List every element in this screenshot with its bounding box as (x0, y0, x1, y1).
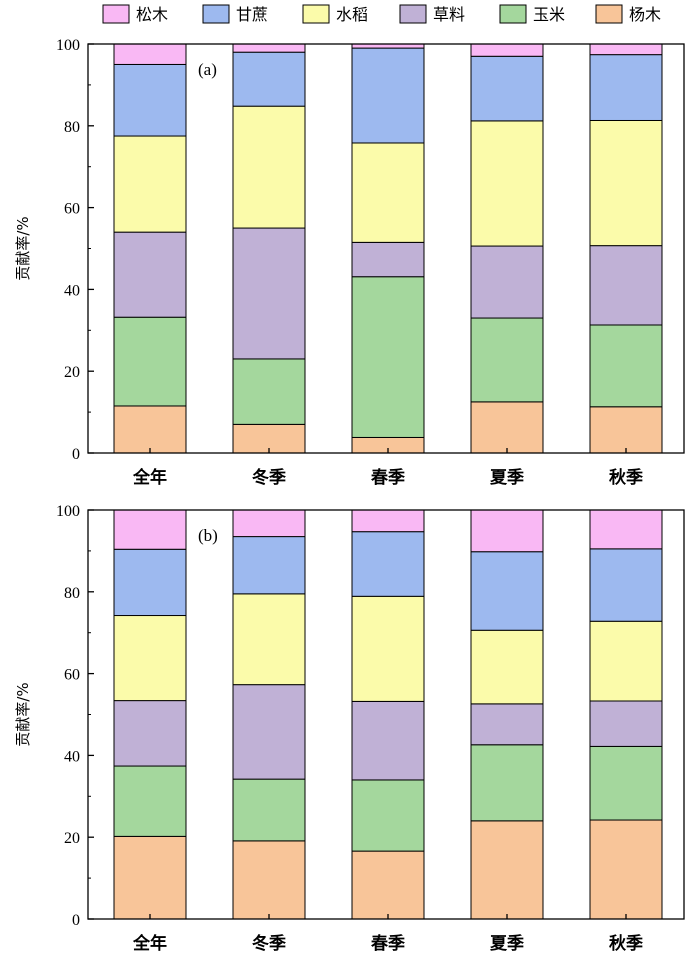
bar-segment (113, 43, 187, 65)
bar-segment (351, 241, 425, 278)
bar-segment (351, 850, 425, 920)
y-tick-label: 40 (64, 282, 80, 299)
legend-label: 松木 (136, 5, 168, 24)
legend-swatch (499, 4, 527, 24)
bar-segment (113, 615, 187, 702)
bar-segment (232, 536, 306, 595)
bar-segment (589, 700, 663, 747)
bar-segment (232, 778, 306, 842)
bar-segment (351, 700, 425, 781)
bar-segment (470, 744, 544, 822)
y-tick-label: 80 (64, 585, 80, 602)
bar-segment (232, 43, 306, 53)
bar-segment (589, 406, 663, 454)
bar-segment (470, 820, 544, 920)
bar-segment (113, 548, 187, 617)
legend-swatch (102, 4, 130, 24)
y-axis-label: 贡献率/% (14, 216, 32, 280)
x-category-label: 秋季 (609, 933, 643, 953)
bar-segment (351, 276, 425, 438)
bar-segment (232, 358, 306, 425)
legend-label: 玉米 (533, 5, 565, 24)
y-tick-label: 100 (56, 37, 80, 54)
bar-segment (232, 509, 306, 538)
bar-segment (113, 700, 187, 767)
bar-segment (470, 629, 544, 705)
bar-segment (589, 245, 663, 326)
bar-segment (470, 401, 544, 454)
bar-segment (470, 245, 544, 319)
bar-segment (589, 745, 663, 821)
x-category-label: 全年 (132, 467, 167, 488)
bar-segment (232, 840, 306, 920)
x-category-label: 冬季 (252, 933, 286, 953)
x-category-label: 秋季 (609, 467, 643, 488)
bar-segment (232, 51, 306, 107)
y-tick-label: 40 (64, 748, 80, 765)
bar-segment (589, 548, 663, 622)
legend-swatch (595, 4, 623, 24)
bar-segment (232, 684, 306, 780)
legend-label: 甘蔗 (236, 5, 268, 24)
bar-segment (113, 765, 187, 837)
x-category-label: 春季 (371, 933, 405, 953)
bar-segment (351, 779, 425, 852)
y-tick-label: 0 (72, 446, 80, 463)
y-tick-label: 100 (56, 503, 80, 520)
y-tick-label: 20 (64, 830, 80, 847)
bar-segment (351, 142, 425, 243)
x-category-label: 夏季 (490, 467, 524, 488)
bar-segment (113, 509, 187, 550)
x-category-label: 全年 (132, 933, 167, 953)
bar-segment (470, 551, 544, 631)
bar-segment (470, 317, 544, 403)
bar-segment (589, 819, 663, 920)
bar-segment (113, 835, 187, 920)
y-tick-label: 60 (64, 201, 80, 218)
legend-label: 杨木 (629, 5, 661, 24)
bar-segment (351, 47, 425, 144)
bar-segment (589, 324, 663, 408)
bar-segment (470, 703, 544, 746)
bar-segment (351, 595, 425, 702)
legend-label: 水稻 (336, 5, 368, 24)
bar-segment (232, 227, 306, 360)
bar-segment (589, 43, 663, 56)
bar-segment (113, 231, 187, 318)
legend-swatch (302, 4, 330, 24)
legend-swatch (202, 4, 230, 24)
bar-segment (589, 620, 663, 702)
y-tick-label: 20 (64, 364, 80, 381)
y-axis-label: 贡献率/% (14, 682, 32, 746)
panel-label: (b) (198, 526, 218, 545)
bar-segment (589, 119, 663, 247)
y-tick-label: 0 (72, 912, 80, 929)
x-category-label: 夏季 (490, 933, 524, 953)
bar-segment (113, 63, 187, 137)
bar-segment (351, 509, 425, 533)
bar-segment (113, 135, 187, 233)
x-category-label: 冬季 (252, 467, 286, 488)
bar-segment (113, 316, 187, 407)
y-tick-label: 80 (64, 119, 80, 136)
x-category-label: 春季 (371, 467, 405, 488)
panel-label: (a) (198, 60, 217, 79)
bar-segment (470, 120, 544, 247)
legend-swatch (399, 4, 427, 24)
bar-segment (470, 43, 544, 57)
chart-panel-a: 0 20 40 60 80 100 全年 冬季 春季 夏季 秋季 贡献率/% (a) (14, 37, 685, 488)
bar-segment (470, 55, 544, 122)
bar-segment (351, 531, 425, 597)
bar-segment (232, 593, 306, 686)
bar-segment (470, 509, 544, 553)
legend-label: 草料 (433, 5, 465, 24)
legend: 松木 甘蔗 水稻 草料 玉米 杨木 (102, 4, 661, 24)
bar-segment (232, 105, 306, 229)
bar-segment (589, 509, 663, 550)
bar-segment (113, 405, 187, 454)
bar-segment (589, 54, 663, 121)
y-tick-label: 60 (64, 667, 80, 684)
chart-panel-b: 0 20 40 60 80 100 全年 冬季 春季 夏季 秋季 贡献率/% (b) (14, 503, 685, 953)
